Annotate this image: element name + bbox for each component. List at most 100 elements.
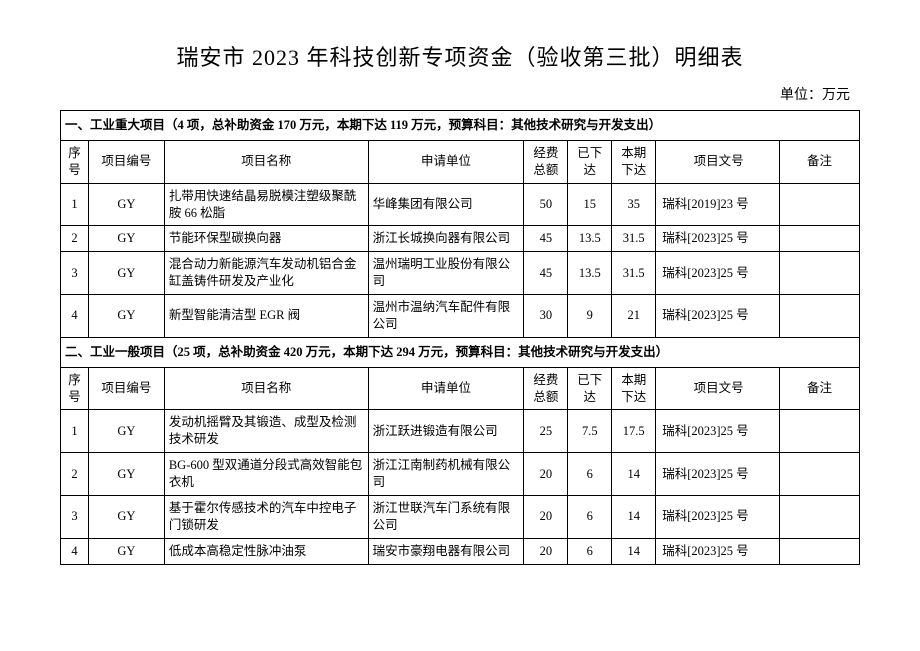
cell-doc: 瑞科[2023]25 号	[656, 252, 780, 295]
cell-this: 21	[612, 295, 656, 338]
column-header-org: 申请单位	[368, 367, 524, 410]
cell-name: 基于霍尔传感技术的汽车中控电子门锁研发	[164, 495, 368, 538]
cell-doc: 瑞科[2023]25 号	[656, 453, 780, 496]
column-header-this_period: 本期下达	[612, 367, 656, 410]
cell-note	[780, 226, 860, 252]
cell-this: 31.5	[612, 226, 656, 252]
cell-paid: 7.5	[568, 410, 612, 453]
column-header-seq: 序号	[61, 367, 89, 410]
cell-paid: 6	[568, 495, 612, 538]
cell-seq: 1	[61, 183, 89, 226]
cell-org: 浙江世联汽车门系统有限公司	[368, 495, 524, 538]
cell-name: 节能环保型碳换向器	[164, 226, 368, 252]
section-header-text: 一、工业重大项目（4 项，总补助资金 170 万元，本期下达 119 万元，预算…	[61, 111, 860, 141]
cell-code: GY	[88, 226, 164, 252]
cell-org: 浙江长城换向器有限公司	[368, 226, 524, 252]
table-row: 1GY扎带用快速结晶易脱模注塑级聚酰胺 66 松脂华峰集团有限公司501535瑞…	[61, 183, 860, 226]
cell-org: 温州市温纳汽车配件有限公司	[368, 295, 524, 338]
column-header-doc: 项目文号	[656, 140, 780, 183]
cell-name: BG-600 型双通道分段式高效智能包衣机	[164, 453, 368, 496]
cell-total: 50	[524, 183, 568, 226]
cell-paid: 15	[568, 183, 612, 226]
table-row: 3GY混合动力新能源汽车发动机铝合金缸盖铸件研发及产业化温州瑞明工业股份有限公司…	[61, 252, 860, 295]
cell-paid: 6	[568, 538, 612, 564]
cell-paid: 9	[568, 295, 612, 338]
table-row: 2GY节能环保型碳换向器浙江长城换向器有限公司4513.531.5瑞科[2023…	[61, 226, 860, 252]
cell-this: 31.5	[612, 252, 656, 295]
cell-org: 瑞安市豪翔电器有限公司	[368, 538, 524, 564]
cell-this: 17.5	[612, 410, 656, 453]
table-row: 3GY基于霍尔传感技术的汽车中控电子门锁研发浙江世联汽车门系统有限公司20614…	[61, 495, 860, 538]
cell-doc: 瑞科[2023]25 号	[656, 295, 780, 338]
cell-this: 14	[612, 453, 656, 496]
column-header-code: 项目编号	[88, 140, 164, 183]
column-header-name: 项目名称	[164, 367, 368, 410]
page-title: 瑞安市 2023 年科技创新专项资金（验收第三批）明细表	[60, 40, 860, 72]
column-header-name: 项目名称	[164, 140, 368, 183]
fund-detail-table: 一、工业重大项目（4 项，总补助资金 170 万元，本期下达 119 万元，预算…	[60, 110, 860, 565]
cell-total: 20	[524, 495, 568, 538]
cell-note	[780, 410, 860, 453]
cell-org: 温州瑞明工业股份有限公司	[368, 252, 524, 295]
cell-total: 45	[524, 252, 568, 295]
cell-doc: 瑞科[2023]25 号	[656, 495, 780, 538]
table-row: 4GY低成本高稳定性脉冲油泵瑞安市豪翔电器有限公司20614瑞科[2023]25…	[61, 538, 860, 564]
cell-code: GY	[88, 410, 164, 453]
cell-note	[780, 538, 860, 564]
section-header-text: 二、工业一般项目（25 项，总补助资金 420 万元，本期下达 294 万元，预…	[61, 337, 860, 367]
cell-this: 14	[612, 538, 656, 564]
column-header-doc: 项目文号	[656, 367, 780, 410]
cell-name: 低成本高稳定性脉冲油泵	[164, 538, 368, 564]
cell-note	[780, 252, 860, 295]
cell-org: 浙江江南制药机械有限公司	[368, 453, 524, 496]
column-header-total: 经费总额	[524, 367, 568, 410]
cell-code: GY	[88, 252, 164, 295]
column-header-total: 经费总额	[524, 140, 568, 183]
cell-org: 浙江跃进锻造有限公司	[368, 410, 524, 453]
table-row: 1GY发动机摇臂及其锻造、成型及检测技术研发浙江跃进锻造有限公司257.517.…	[61, 410, 860, 453]
column-header-paid: 已下达	[568, 140, 612, 183]
column-header-this_period: 本期下达	[612, 140, 656, 183]
cell-name: 新型智能清洁型 EGR 阀	[164, 295, 368, 338]
cell-total: 45	[524, 226, 568, 252]
column-header-row: 序号项目编号项目名称申请单位经费总额已下达本期下达项目文号备注	[61, 140, 860, 183]
column-header-code: 项目编号	[88, 367, 164, 410]
cell-org: 华峰集团有限公司	[368, 183, 524, 226]
cell-seq: 1	[61, 410, 89, 453]
cell-code: GY	[88, 295, 164, 338]
cell-total: 30	[524, 295, 568, 338]
cell-note	[780, 183, 860, 226]
cell-doc: 瑞科[2023]25 号	[656, 410, 780, 453]
cell-note	[780, 495, 860, 538]
table-row: 2GYBG-600 型双通道分段式高效智能包衣机浙江江南制药机械有限公司2061…	[61, 453, 860, 496]
cell-seq: 4	[61, 295, 89, 338]
column-header-note: 备注	[780, 140, 860, 183]
cell-code: GY	[88, 538, 164, 564]
cell-seq: 3	[61, 252, 89, 295]
cell-this: 14	[612, 495, 656, 538]
cell-paid: 13.5	[568, 252, 612, 295]
column-header-seq: 序号	[61, 140, 89, 183]
section-header: 一、工业重大项目（4 项，总补助资金 170 万元，本期下达 119 万元，预算…	[61, 111, 860, 141]
table-row: 4GY新型智能清洁型 EGR 阀温州市温纳汽车配件有限公司30921瑞科[202…	[61, 295, 860, 338]
cell-name: 发动机摇臂及其锻造、成型及检测技术研发	[164, 410, 368, 453]
cell-name: 扎带用快速结晶易脱模注塑级聚酰胺 66 松脂	[164, 183, 368, 226]
cell-seq: 4	[61, 538, 89, 564]
cell-code: GY	[88, 453, 164, 496]
section-header: 二、工业一般项目（25 项，总补助资金 420 万元，本期下达 294 万元，预…	[61, 337, 860, 367]
cell-seq: 3	[61, 495, 89, 538]
cell-code: GY	[88, 183, 164, 226]
cell-this: 35	[612, 183, 656, 226]
cell-seq: 2	[61, 453, 89, 496]
cell-total: 20	[524, 538, 568, 564]
cell-total: 20	[524, 453, 568, 496]
cell-paid: 13.5	[568, 226, 612, 252]
column-header-paid: 已下达	[568, 367, 612, 410]
column-header-note: 备注	[780, 367, 860, 410]
cell-total: 25	[524, 410, 568, 453]
cell-name: 混合动力新能源汽车发动机铝合金缸盖铸件研发及产业化	[164, 252, 368, 295]
cell-code: GY	[88, 495, 164, 538]
cell-seq: 2	[61, 226, 89, 252]
cell-doc: 瑞科[2019]23 号	[656, 183, 780, 226]
cell-note	[780, 453, 860, 496]
